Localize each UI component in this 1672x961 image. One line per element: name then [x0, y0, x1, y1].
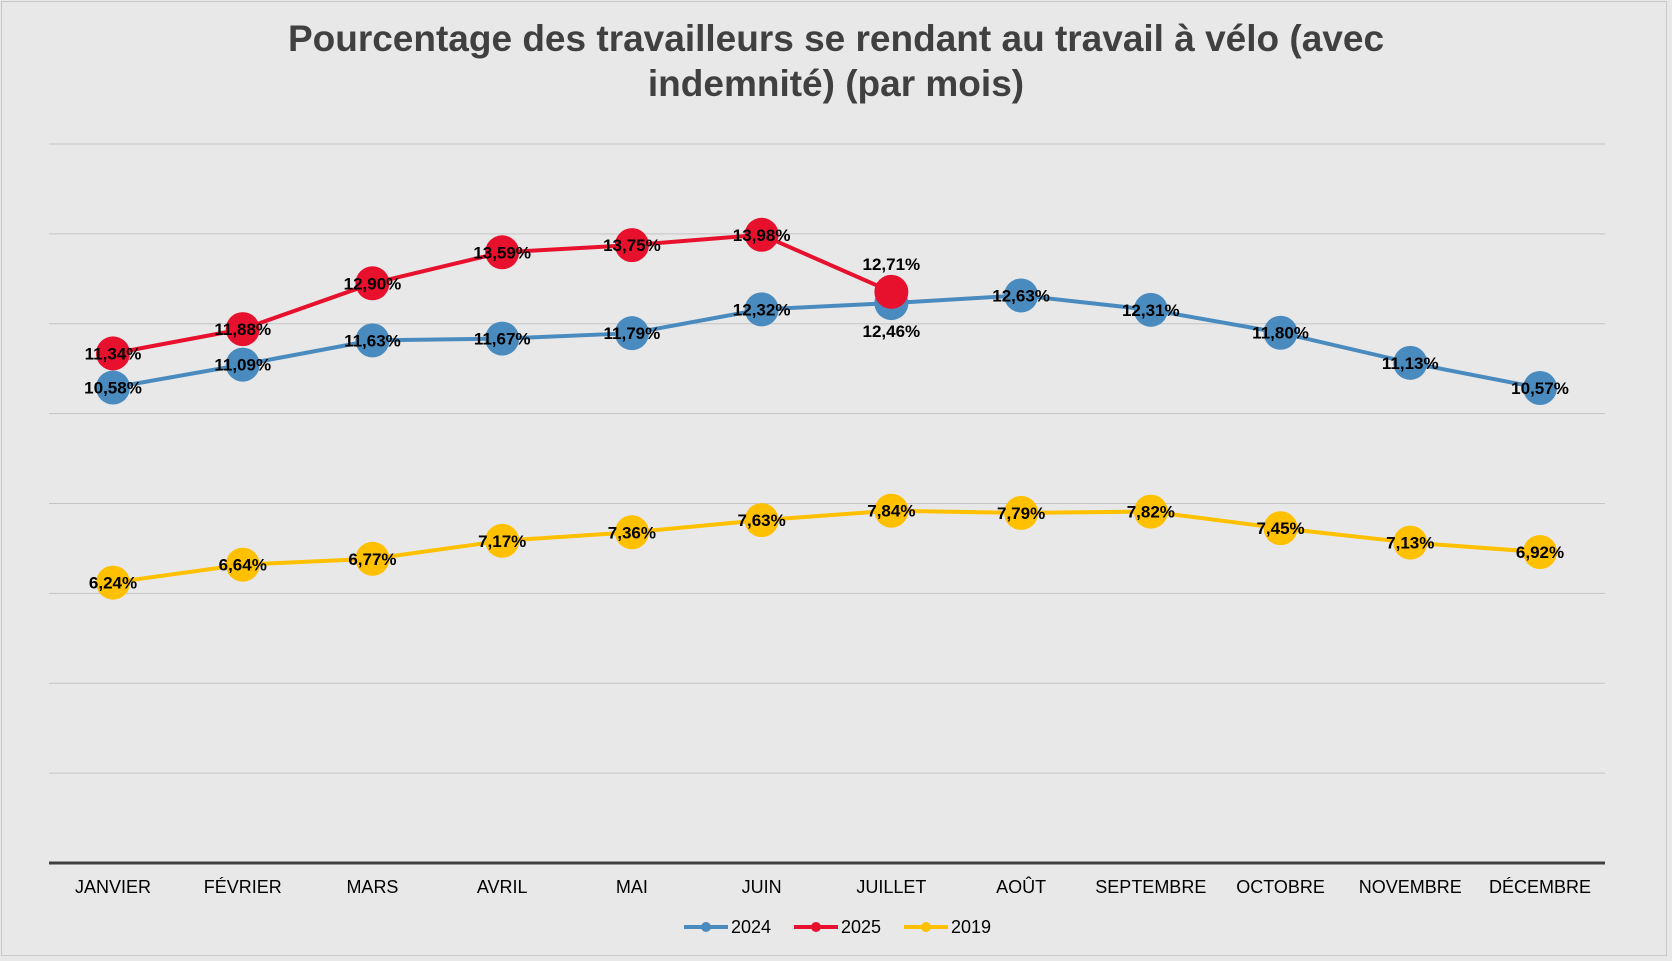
data-point-2025: [96, 336, 130, 371]
x-tick-label: OCTOBRE: [1236, 877, 1325, 897]
data-label-2019: 7,82%: [1127, 503, 1175, 522]
data-point-2019: [1004, 495, 1039, 530]
data-point-2024: [744, 292, 779, 327]
data-label-2019: 7,36%: [608, 523, 656, 542]
data-label-2024: 12,32%: [733, 300, 791, 319]
data-label-2019: 7,13%: [1386, 534, 1434, 553]
legend-label-2019: 2019: [951, 917, 991, 937]
x-tick-label: SEPTEMBRE: [1095, 877, 1206, 897]
data-point-2025: [614, 228, 649, 263]
data-label-2019: 6,24%: [89, 574, 137, 593]
data-point-2019: [1263, 511, 1298, 546]
data-label-2019: 7,17%: [478, 532, 526, 551]
data-point-2025: [485, 235, 520, 270]
data-point-2024: [96, 370, 130, 405]
x-tick-label: AVRIL: [477, 877, 528, 897]
x-tick-label: NOVEMBRE: [1359, 877, 1462, 897]
legend-marker-2024: [701, 922, 711, 932]
data-point-2024: [355, 323, 390, 358]
data-point-2024: [1133, 292, 1168, 327]
data-label-2024: 11,09%: [214, 356, 271, 375]
data-label-2019: 7,63%: [738, 511, 786, 530]
data-point-2024: [1523, 371, 1557, 406]
data-label-2019: 6,64%: [219, 556, 267, 575]
data-label-2019: 6,92%: [1516, 543, 1564, 562]
data-point-2024: [485, 321, 520, 356]
chart-title-line-1: Pourcentage des travailleurs se rendant …: [287, 18, 1385, 59]
data-label-2025: 13,59%: [473, 243, 531, 262]
data-point-2019: [225, 547, 260, 582]
x-tick-label: JUIN: [742, 877, 782, 897]
data-label-2024: 10,57%: [1511, 379, 1569, 398]
data-label-2025: 13,75%: [603, 236, 661, 255]
data-label-2019: 7,79%: [997, 504, 1045, 523]
data-point-2019: [96, 565, 130, 600]
x-tick-label: AOÛT: [996, 876, 1046, 897]
x-tick-label: DÉCEMBRE: [1489, 877, 1591, 897]
data-point-2025: [355, 266, 390, 301]
data-label-2024: 11,80%: [1252, 324, 1309, 343]
chart-title: Pourcentage des travailleurs se rendant …: [0, 16, 1672, 106]
data-label-2025: 12,71%: [863, 255, 921, 274]
data-point-2025: [225, 312, 260, 347]
data-point-2024: [614, 316, 649, 351]
data-label-2024: 12,63%: [992, 286, 1050, 305]
data-point-2024: [1393, 345, 1428, 380]
data-label-2024: 10,58%: [84, 379, 142, 398]
data-point-2025: [874, 274, 909, 309]
legend-marker-2019: [921, 922, 931, 932]
data-point-2019: [874, 493, 909, 528]
data-point-2024: [1004, 278, 1039, 313]
data-point-2024: [1263, 315, 1298, 350]
data-label-2025: 11,88%: [214, 320, 271, 339]
x-tick-label: MARS: [346, 877, 398, 897]
data-label-2024: 12,46%: [863, 322, 921, 341]
data-point-2019: [1133, 494, 1168, 529]
data-point-2019: [1523, 535, 1557, 570]
x-tick-label: JANVIER: [75, 877, 151, 897]
legend-label-2024: 2024: [731, 917, 771, 937]
data-point-2019: [355, 541, 390, 576]
data-label-2024: 11,13%: [1382, 354, 1439, 373]
data-label-2024: 11,67%: [474, 330, 531, 349]
data-label-2024: 11,63%: [344, 331, 401, 350]
data-point-2019: [744, 503, 779, 538]
data-label-2019: 7,84%: [867, 502, 915, 521]
data-label-2025: 12,90%: [344, 274, 402, 293]
data-point-2019: [1393, 525, 1428, 560]
data-point-2019: [614, 515, 649, 550]
data-label-2024: 12,31%: [1122, 301, 1180, 320]
series-line-2019: [112, 508, 1541, 585]
data-point-2024: [225, 347, 260, 382]
chart-title-line-2: indemnité) (par mois): [647, 63, 1025, 104]
data-label-2019: 7,45%: [1256, 519, 1304, 538]
x-tick-label: JUILLET: [856, 877, 926, 897]
series-line-2024: [112, 293, 1541, 390]
x-tick-label: FÉVRIER: [204, 877, 282, 897]
data-label-2019: 6,77%: [348, 550, 396, 569]
x-tick-label: MAI: [616, 877, 648, 897]
data-label-2024: 11,79%: [604, 324, 661, 343]
legend-marker-2025: [811, 922, 821, 932]
data-label-2025: 13,98%: [733, 226, 791, 245]
data-point-2025: [744, 217, 779, 252]
legend-label-2025: 2025: [841, 917, 881, 937]
data-label-2025: 11,34%: [85, 344, 142, 363]
data-point-2019: [485, 523, 520, 558]
